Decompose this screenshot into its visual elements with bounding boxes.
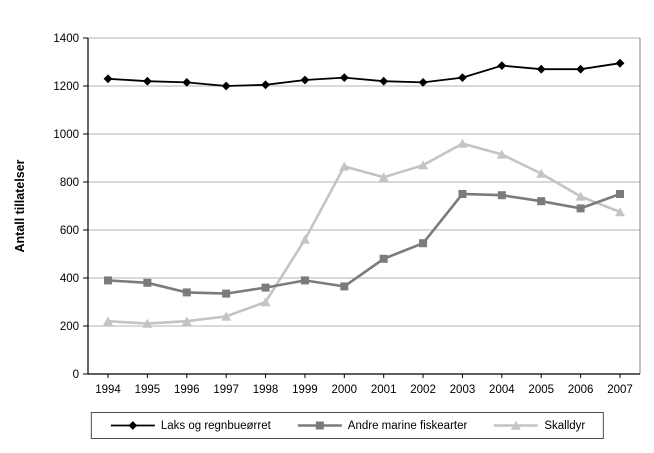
series-1-marker xyxy=(143,278,152,287)
x-tick-label: 2006 xyxy=(568,384,594,396)
series-1-marker xyxy=(182,288,191,297)
series-2-marker xyxy=(378,172,389,182)
x-tick-label: 1994 xyxy=(95,384,121,396)
y-axis-title: Antall tillatelser xyxy=(13,159,27,252)
series-0-marker xyxy=(261,80,270,90)
series-2-marker xyxy=(142,318,153,328)
legend-label: Andre marine fiskearter xyxy=(347,419,468,432)
y-tick-label: 1400 xyxy=(53,33,79,45)
series-0-marker xyxy=(221,81,231,91)
series-1-marker xyxy=(576,204,585,213)
y-tick-label: 200 xyxy=(60,321,79,333)
series-1-marker xyxy=(616,190,624,198)
legend-square-icon xyxy=(297,421,342,430)
series-2-marker xyxy=(299,234,310,244)
legend-item-andre-marine: Andre marine fiskearter xyxy=(297,419,468,432)
x-tick-label: 2002 xyxy=(410,384,436,396)
series-2-marker xyxy=(221,311,232,321)
series-2-marker xyxy=(181,316,192,326)
series-2-marker xyxy=(457,138,468,148)
legend-triangle-icon xyxy=(494,420,539,430)
series-0-line xyxy=(107,62,621,87)
series-1-marker xyxy=(497,191,506,200)
series-1-marker xyxy=(340,282,349,291)
y-tick-label: 0 xyxy=(73,369,79,381)
series-0-marker xyxy=(576,64,586,74)
series-1-marker xyxy=(261,283,270,292)
series-2-marker xyxy=(536,168,547,178)
legend: Laks og regnbueørret Andre marine fiskea… xyxy=(90,412,605,439)
series-1-marker xyxy=(419,239,428,248)
series-2-line xyxy=(107,142,621,325)
series-2-marker xyxy=(496,149,507,159)
series-0-marker xyxy=(300,75,310,85)
legend-label: Skalldyr xyxy=(544,419,586,432)
series-0-marker xyxy=(497,61,507,70)
series-0 xyxy=(103,58,625,91)
series-0-marker xyxy=(536,64,546,74)
legend-item-laks: Laks og regnbueørret xyxy=(110,419,271,432)
x-tick-label: 1998 xyxy=(253,384,279,396)
series-1-marker xyxy=(537,197,546,206)
legend-sample-marker xyxy=(315,421,324,430)
x-tick-label: 2004 xyxy=(489,384,515,396)
series-2 xyxy=(103,138,625,328)
series-1-marker xyxy=(458,190,467,198)
legend-label: Laks og regnbueørret xyxy=(160,419,271,432)
y-tick-label: 1000 xyxy=(53,129,79,141)
series-0-marker xyxy=(615,58,625,68)
y-tick-label: 1200 xyxy=(53,81,79,93)
series-2-marker xyxy=(418,160,429,170)
y-tick-label: 800 xyxy=(60,177,79,189)
x-tick-label: 2005 xyxy=(528,384,554,396)
series-1-marker xyxy=(300,276,309,285)
x-tick-label: 1996 xyxy=(174,384,200,396)
x-tick-label: 2000 xyxy=(332,384,358,396)
y-tick-label: 600 xyxy=(60,225,79,237)
legend-sample-marker xyxy=(128,421,138,430)
series-0-marker xyxy=(103,74,113,84)
legend-sample-marker xyxy=(511,420,522,430)
series-2-marker xyxy=(575,191,586,201)
series-1 xyxy=(104,190,624,298)
legend-item-skalldyr: Skalldyr xyxy=(493,419,585,432)
legend-diamond-icon xyxy=(110,421,155,430)
x-tick-label: 1999 xyxy=(292,384,318,396)
series-0-marker xyxy=(418,78,428,87)
x-tick-label: 1997 xyxy=(213,384,239,396)
series-0-marker xyxy=(458,73,467,82)
series-1-marker xyxy=(379,254,388,263)
series-2-marker xyxy=(260,297,271,307)
series-1-line xyxy=(107,192,621,295)
series-1-marker xyxy=(222,289,231,298)
series-2-marker xyxy=(103,316,113,326)
series-0-marker xyxy=(142,76,152,86)
series-0-marker xyxy=(182,78,192,87)
plot-area: 0 200 400 600 800 1000 1200 1400 1994 1995 1996 199… xyxy=(13,33,641,396)
x-tick-label: 2007 xyxy=(607,384,633,396)
x-tick-label: 2001 xyxy=(371,384,397,396)
series-0-marker xyxy=(339,73,349,82)
x-tick-label: 1995 xyxy=(135,384,161,396)
x-tick-label: 2003 xyxy=(450,384,476,396)
series-0-marker xyxy=(379,76,389,86)
series-1-marker xyxy=(104,276,112,285)
series-2-marker xyxy=(339,161,350,171)
series-2-marker xyxy=(615,207,625,217)
y-tick-label: 400 xyxy=(60,273,79,285)
